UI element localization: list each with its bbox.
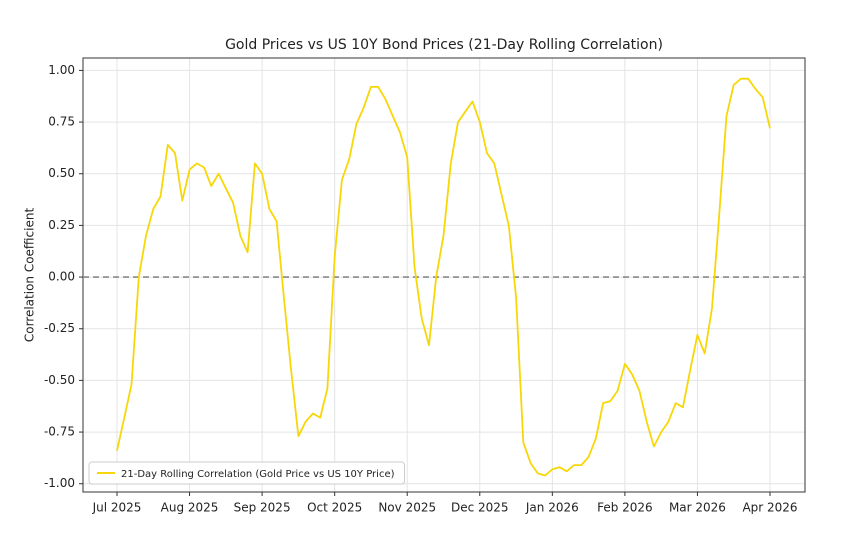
x-tick-label: Feb 2026 <box>597 501 653 515</box>
y-tick-label: 1.00 <box>48 63 75 77</box>
y-tick-label: 0.75 <box>48 115 75 129</box>
y-tick-label: 0.25 <box>48 218 75 232</box>
plot-frame <box>82 57 806 493</box>
x-tick-label: Nov 2025 <box>378 501 436 515</box>
y-axis-label: Correlation Coefficient <box>23 208 37 343</box>
x-tick-label: Jul 2025 <box>92 501 142 515</box>
y-tick-label: -0.75 <box>44 425 75 439</box>
x-tick-label: Oct 2025 <box>307 501 362 515</box>
x-tick-label: Dec 2025 <box>451 501 509 515</box>
y-tick-label: -1.00 <box>44 476 75 490</box>
y-tick-label: 0.00 <box>48 270 75 284</box>
legend-label: 21-Day Rolling Correlation (Gold Price v… <box>121 469 395 480</box>
y-tick-label: -0.25 <box>44 321 75 335</box>
y-tick-label: 0.50 <box>48 166 75 180</box>
x-tick-label: Aug 2025 <box>161 501 219 515</box>
chart-title: Gold Prices vs US 10Y Bond Prices (21-Da… <box>225 37 663 53</box>
x-tick-label: Sep 2025 <box>234 501 291 515</box>
x-tick-label: Apr 2026 <box>742 501 797 515</box>
x-tick-label: Jan 2026 <box>525 501 579 515</box>
y-tick-label: -0.50 <box>44 373 75 387</box>
data-line <box>116 77 771 477</box>
legend: 21-Day Rolling Correlation (Gold Price v… <box>88 461 406 485</box>
x-tick-label: Mar 2026 <box>669 501 726 515</box>
legend-box <box>88 461 406 485</box>
